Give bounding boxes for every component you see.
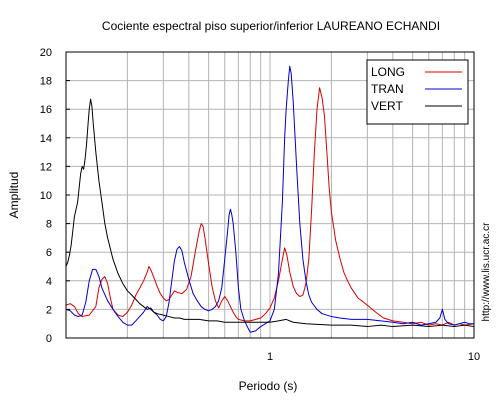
y-tick-label: 4 bbox=[46, 276, 52, 288]
y-tick-labels: 0 2 4 6 8 10 12 14 16 18 20 bbox=[40, 47, 70, 345]
y-tick-label: 10 bbox=[40, 190, 52, 202]
x-tick-label: 1 bbox=[267, 351, 273, 363]
y-tick-label: 14 bbox=[40, 133, 52, 145]
credit-url: http://www.lis.ucr.ac.cr bbox=[481, 222, 492, 322]
series-line-tran bbox=[65, 65, 474, 333]
series-layer bbox=[65, 65, 475, 333]
series-line-vert bbox=[65, 98, 475, 328]
legend-label-long: LONG bbox=[371, 65, 405, 79]
y-tick-label: 20 bbox=[40, 47, 52, 59]
y-tick-label: 18 bbox=[40, 76, 52, 88]
y-tick-label: 0 bbox=[46, 333, 52, 345]
y-tick-label: 2 bbox=[46, 304, 52, 316]
chart-title: Cociente espectral piso superior/inferio… bbox=[102, 19, 440, 33]
y-tick-label: 8 bbox=[46, 219, 52, 231]
y-tick-label: 16 bbox=[40, 104, 52, 116]
legend-box bbox=[366, 59, 469, 125]
legend-label-vert: VERT bbox=[371, 99, 403, 113]
x-tick-labels: 1 10 bbox=[267, 351, 480, 363]
grid bbox=[66, 52, 474, 338]
legend-label-tran: TRAN bbox=[371, 82, 404, 96]
series-line-long bbox=[65, 87, 475, 326]
legend: LONG TRAN VERT bbox=[366, 59, 469, 125]
y-tick-label: 6 bbox=[46, 247, 52, 259]
x-axis-label: Periodo (s) bbox=[239, 379, 298, 393]
y-axis-label: Amplitud bbox=[7, 172, 21, 219]
x-tick-label: 10 bbox=[468, 351, 480, 363]
y-tick-label: 12 bbox=[40, 161, 52, 173]
